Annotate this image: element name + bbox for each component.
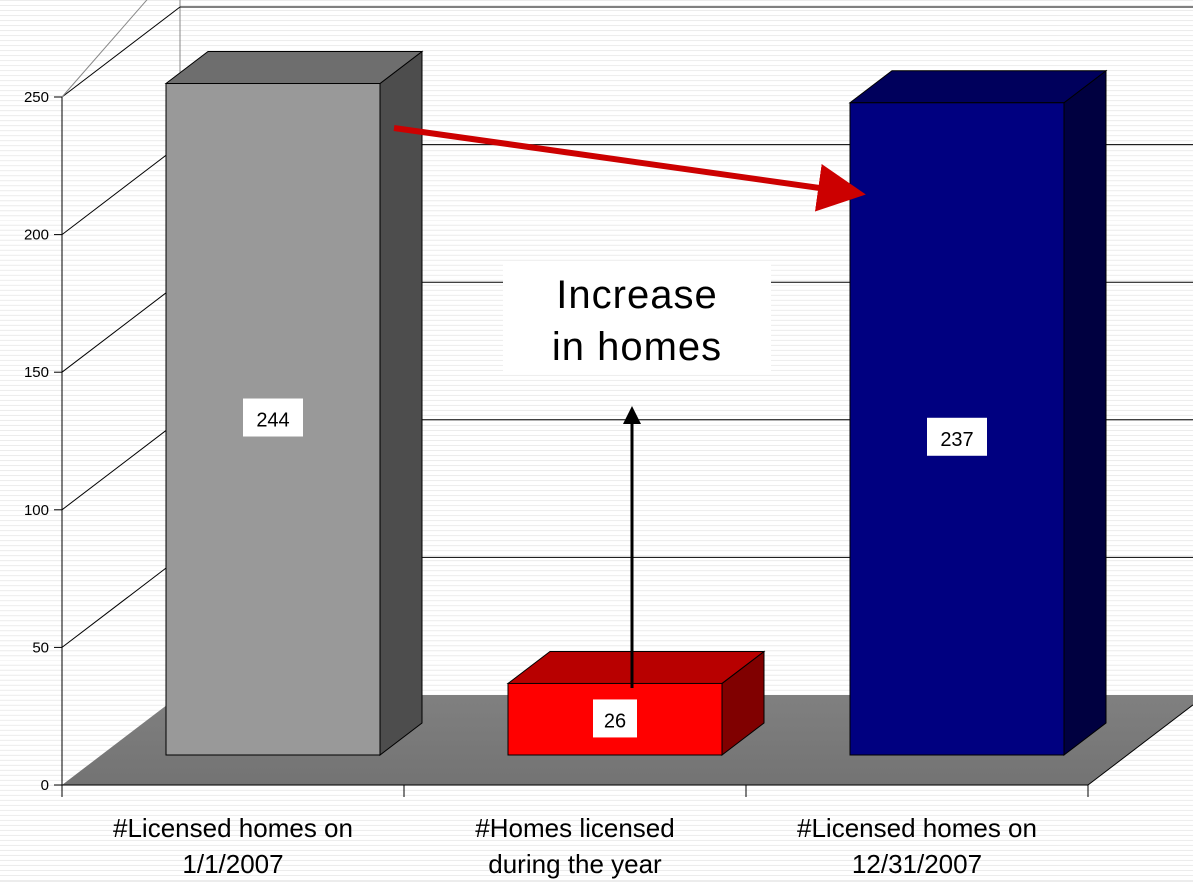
y-tick-label: 200 (24, 227, 49, 244)
gridline-side (61, 281, 181, 373)
floor-right-edge (1087, 704, 1193, 786)
x-tick-label: #Licensed homes on (797, 813, 1037, 843)
x-tick-label: 12/31/2007 (852, 849, 982, 879)
bar-1 (164, 50, 424, 757)
bar-top (164, 51, 424, 85)
data-label-box (927, 417, 987, 456)
x-tick-label: #Licensed homes on (113, 813, 353, 843)
data-label-box (243, 398, 303, 437)
data-label: 26 (604, 710, 626, 732)
bar-2 (506, 650, 766, 757)
data-label: 237 (940, 429, 973, 451)
y-tick-label: 100 (24, 502, 49, 519)
bar-top (506, 650, 766, 684)
gridline-side (61, 419, 181, 511)
gridline-side (61, 557, 181, 648)
bar-side (1063, 69, 1107, 757)
x-tick-label: 1/1/2007 (182, 849, 283, 879)
y-tick-label: 150 (24, 364, 49, 381)
y-tick-label: 0 (41, 777, 49, 794)
y-tick-label: 50 (32, 639, 49, 656)
bar-3 (848, 69, 1108, 757)
annotation-box (503, 262, 771, 374)
bar-side (379, 50, 423, 757)
bar-top (848, 70, 1108, 104)
x-tick-label: during the year (488, 849, 662, 879)
gridline-side (61, 144, 181, 235)
gridline-side (61, 6, 181, 98)
annotation-text: in homes (552, 325, 722, 369)
data-label: 244 (256, 410, 289, 432)
y-tick-label: 250 (24, 89, 49, 106)
left-wall-top-edge (61, 0, 148, 98)
x-tick-label: #Homes licensed (475, 813, 674, 843)
red-arrow (393, 125, 866, 212)
annotation-text: Increase (556, 273, 717, 317)
data-label-box (593, 699, 637, 738)
